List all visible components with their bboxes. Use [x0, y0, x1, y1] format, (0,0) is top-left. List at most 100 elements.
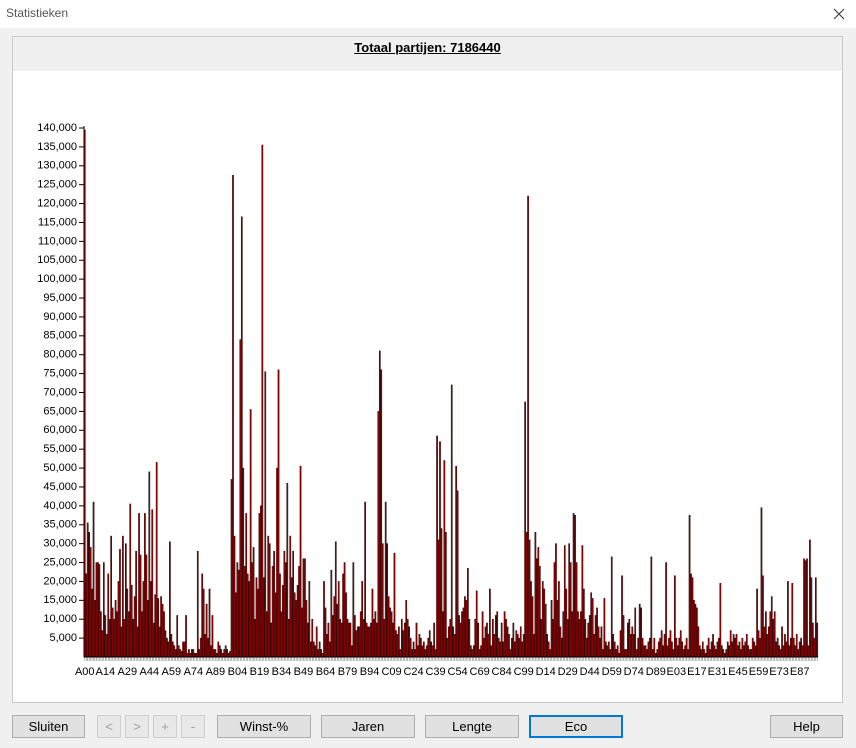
bar	[452, 626, 455, 658]
bar	[308, 581, 311, 658]
bar	[395, 630, 397, 658]
bar	[205, 603, 208, 658]
bar	[575, 562, 578, 658]
button[interactable]: Sluiten	[12, 715, 85, 738]
bar	[781, 626, 783, 658]
bar	[477, 622, 479, 658]
x-tick-label: C24	[403, 666, 423, 678]
bar	[434, 649, 437, 658]
bar	[98, 564, 101, 658]
bar	[142, 581, 145, 658]
bar	[596, 607, 598, 658]
title-bar: Statistieken	[0, 0, 856, 28]
bar	[290, 577, 293, 658]
bar	[279, 573, 281, 658]
bar	[135, 550, 137, 658]
y-tick-label: 40,000	[43, 500, 77, 512]
bar	[329, 641, 331, 658]
window-title: Statistieken	[6, 6, 69, 20]
bar	[268, 543, 271, 658]
bar	[531, 596, 534, 658]
bar	[675, 637, 678, 658]
bar	[571, 611, 573, 658]
bar	[104, 615, 107, 658]
bar	[204, 634, 206, 658]
bar	[688, 515, 691, 658]
x-tick-label: C09	[381, 666, 401, 678]
button[interactable]: +	[153, 715, 177, 738]
bar	[427, 637, 430, 658]
bar	[163, 611, 165, 658]
bar	[634, 607, 637, 658]
bar	[649, 637, 651, 658]
button[interactable]: Lengte	[425, 715, 519, 738]
bar	[698, 645, 701, 658]
bar	[400, 618, 403, 658]
x-tick-label: B34	[272, 666, 292, 678]
bar	[653, 637, 656, 658]
bar	[696, 607, 698, 658]
bar	[767, 626, 770, 658]
bar	[267, 535, 270, 658]
bar	[403, 622, 406, 658]
bar	[487, 634, 490, 658]
bar	[152, 622, 155, 658]
bar	[522, 634, 525, 658]
bar	[88, 532, 90, 658]
button[interactable]: Winst-%	[217, 715, 311, 738]
button[interactable]: <	[97, 715, 121, 738]
bar	[412, 641, 415, 658]
x-tick-label: D74	[624, 666, 644, 678]
bar	[309, 641, 312, 658]
bar	[173, 645, 176, 658]
y-tick-label: 30,000	[43, 538, 77, 550]
bar	[436, 435, 438, 658]
bar	[816, 622, 819, 658]
button[interactable]: Eco	[529, 715, 623, 738]
button[interactable]: >	[125, 715, 149, 738]
bar	[534, 532, 537, 658]
bar	[293, 592, 296, 658]
y-tick-label: 70,000	[43, 386, 77, 398]
bar	[286, 482, 289, 658]
bar	[364, 501, 366, 658]
bar	[198, 649, 201, 658]
bar	[537, 547, 540, 658]
bar	[421, 645, 424, 658]
bar	[533, 634, 535, 658]
bar	[602, 649, 604, 658]
button[interactable]: -	[181, 715, 205, 738]
x-tick-label: B19	[250, 666, 270, 678]
bar	[753, 641, 755, 658]
y-tick-label: 10,000	[43, 613, 77, 625]
bar	[607, 641, 610, 658]
bar	[723, 652, 726, 658]
bar	[226, 649, 228, 658]
bar	[389, 607, 391, 658]
bar	[443, 460, 446, 658]
close-button[interactable]	[830, 5, 848, 23]
bar	[627, 622, 629, 658]
y-tick-label: 20,000	[43, 575, 77, 587]
bar	[637, 637, 640, 658]
button[interactable]: Help	[770, 715, 843, 738]
y-tick-label: 100,000	[37, 273, 77, 285]
x-tick-label: C99	[514, 666, 534, 678]
bar	[590, 592, 593, 658]
bar	[656, 649, 659, 658]
bar	[423, 641, 425, 658]
chart: 5,000 10,000 15,000 20,000 25,000 30,000 35,00…	[37, 122, 819, 678]
bar	[628, 618, 631, 658]
bar	[668, 637, 670, 658]
bar	[249, 409, 252, 658]
bar	[195, 652, 198, 658]
bar	[221, 652, 224, 658]
bar	[722, 649, 725, 658]
bar	[154, 594, 157, 658]
bar	[149, 581, 152, 658]
button[interactable]: Jaren	[321, 715, 415, 738]
y-tick-label: 95,000	[43, 292, 77, 304]
y-tick-label: 90,000	[43, 311, 77, 323]
bar	[317, 649, 319, 658]
bar	[95, 562, 98, 658]
